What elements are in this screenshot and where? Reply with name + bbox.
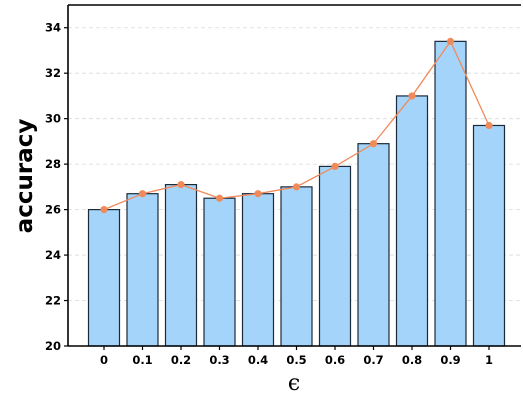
bar-0.7 (357, 143, 390, 347)
x-tick-label-0.5: 0.5 (286, 353, 306, 367)
bar-0.4 (241, 193, 275, 347)
x-tick-label-1: 1 (485, 353, 493, 367)
bar-0.6 (318, 165, 352, 347)
bar-0 (87, 209, 121, 347)
axes (64, 4, 521, 350)
y-tick-label-22: 22 (45, 294, 61, 308)
x-tick-label-0.8: 0.8 (402, 353, 422, 367)
bar-0.8 (395, 95, 429, 347)
bars (87, 40, 506, 347)
x-axis-label: ϵ (288, 371, 300, 394)
y-tick-label-24: 24 (45, 248, 61, 262)
point-0.5 (292, 183, 301, 191)
x-tick-label-0.7: 0.7 (363, 353, 383, 367)
bar-0.9 (434, 40, 467, 347)
x-tick-label-0.1: 0.1 (132, 353, 152, 367)
point-0.1 (138, 190, 147, 198)
x-tick-label-0.6: 0.6 (325, 353, 345, 367)
y-tick-label-32: 32 (45, 66, 61, 80)
point-0.6 (331, 162, 339, 171)
point-0 (100, 206, 108, 214)
bar-0.5 (280, 186, 313, 347)
trend-line-group (100, 37, 493, 214)
x-tick-label-0.2: 0.2 (171, 353, 191, 367)
x-tick-label-0: 0 (100, 353, 108, 367)
y-tick-label-28: 28 (45, 157, 61, 171)
y-tick-label-20: 20 (45, 339, 61, 353)
y-axis-label: accuracy (12, 119, 38, 234)
bar-1 (472, 124, 506, 347)
bar-0.2 (164, 183, 198, 347)
y-tick-label-26: 26 (45, 203, 61, 217)
y-tick-label-30: 30 (45, 112, 61, 126)
x-tick-label-0.3: 0.3 (209, 353, 229, 367)
point-0.8 (408, 92, 416, 100)
bar-0.3 (203, 197, 236, 347)
point-0.3 (215, 194, 224, 202)
y-tick-label-34: 34 (45, 21, 61, 35)
tick-labels: 20 22 24 26 28 30 32 34 0 0.1 0.2 0.3 0.4 0.5 0.6 0.7 0.… (45, 21, 493, 367)
point-0.4 (254, 190, 262, 198)
bar-0.1 (126, 193, 159, 347)
point-0.2 (177, 180, 185, 189)
point-0.9 (446, 37, 455, 45)
x-tick-label-0.9: 0.9 (440, 353, 460, 367)
point-1 (485, 121, 493, 130)
point-0.7 (369, 140, 378, 148)
x-tick-label-0.4: 0.4 (248, 353, 268, 367)
